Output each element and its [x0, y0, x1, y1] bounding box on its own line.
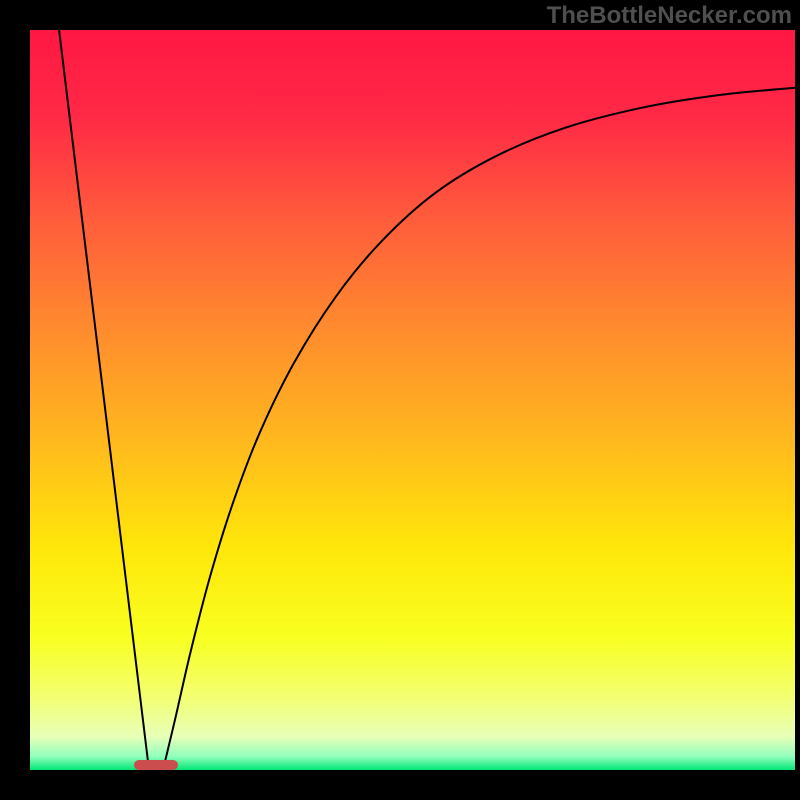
curves-layer: [30, 30, 795, 770]
chart-container: TheBottleNecker.com: [0, 0, 800, 800]
plot-area: [30, 30, 795, 770]
optimal-marker: [134, 760, 178, 770]
bottleneck-curve-right: [164, 88, 795, 767]
bottleneck-curve-left: [59, 30, 149, 766]
watermark-text: TheBottleNecker.com: [547, 2, 792, 30]
